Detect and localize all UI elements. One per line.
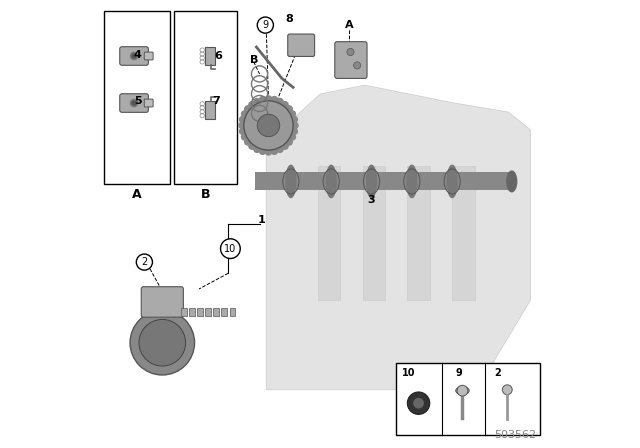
Text: 2: 2 — [495, 368, 501, 378]
Bar — [174, 11, 237, 184]
Circle shape — [277, 146, 283, 152]
Circle shape — [254, 146, 260, 152]
Text: 2: 2 — [141, 257, 147, 267]
Bar — [197, 308, 203, 316]
FancyBboxPatch shape — [141, 287, 184, 317]
Circle shape — [244, 101, 293, 150]
Text: 503562: 503562 — [494, 430, 536, 440]
Bar — [407, 166, 430, 300]
FancyBboxPatch shape — [144, 52, 153, 60]
Text: 5: 5 — [134, 96, 141, 106]
Circle shape — [131, 52, 138, 60]
Text: 9: 9 — [456, 368, 462, 378]
Ellipse shape — [456, 387, 469, 395]
Ellipse shape — [507, 171, 516, 192]
Ellipse shape — [367, 165, 376, 198]
Circle shape — [282, 143, 288, 149]
Circle shape — [271, 96, 278, 103]
FancyBboxPatch shape — [144, 99, 153, 107]
Circle shape — [413, 398, 424, 409]
Ellipse shape — [286, 165, 296, 198]
Circle shape — [408, 392, 430, 414]
Circle shape — [132, 54, 136, 58]
Text: A: A — [131, 188, 141, 201]
Bar — [213, 308, 220, 316]
Bar — [362, 166, 385, 300]
Ellipse shape — [447, 165, 457, 198]
Text: 7: 7 — [212, 96, 220, 106]
Bar — [396, 363, 540, 435]
Circle shape — [353, 62, 361, 69]
Text: A: A — [345, 20, 354, 30]
Circle shape — [286, 139, 292, 145]
Circle shape — [292, 122, 298, 129]
Bar — [205, 308, 211, 316]
Circle shape — [239, 128, 246, 134]
FancyBboxPatch shape — [288, 34, 315, 56]
Circle shape — [136, 254, 152, 270]
Ellipse shape — [407, 165, 417, 198]
Circle shape — [291, 128, 298, 134]
Text: 6: 6 — [214, 51, 222, 61]
Circle shape — [291, 116, 298, 123]
Circle shape — [259, 148, 266, 155]
FancyBboxPatch shape — [120, 94, 148, 112]
Bar — [452, 166, 475, 300]
Circle shape — [249, 143, 255, 149]
Circle shape — [131, 99, 138, 107]
Text: B: B — [250, 56, 258, 65]
Circle shape — [241, 134, 248, 140]
Text: 3: 3 — [368, 195, 375, 205]
Circle shape — [502, 385, 512, 395]
Text: 9: 9 — [262, 20, 268, 30]
Circle shape — [244, 139, 251, 145]
Polygon shape — [266, 85, 531, 390]
Circle shape — [139, 319, 186, 366]
Circle shape — [286, 106, 292, 112]
Circle shape — [266, 149, 271, 155]
Bar — [317, 166, 340, 300]
Circle shape — [277, 99, 283, 105]
Circle shape — [457, 385, 468, 396]
Circle shape — [239, 122, 245, 129]
Circle shape — [347, 48, 354, 56]
Bar — [181, 308, 187, 316]
Circle shape — [282, 102, 288, 108]
Circle shape — [257, 17, 273, 33]
Circle shape — [271, 148, 278, 155]
FancyBboxPatch shape — [335, 42, 367, 78]
Bar — [205, 101, 215, 119]
Text: 8: 8 — [285, 14, 293, 24]
Circle shape — [241, 111, 248, 117]
Circle shape — [221, 239, 240, 258]
Text: B: B — [201, 188, 211, 201]
Circle shape — [239, 116, 246, 123]
Circle shape — [289, 111, 296, 117]
Circle shape — [249, 102, 255, 108]
Circle shape — [244, 106, 251, 112]
Text: 4: 4 — [134, 50, 141, 60]
Circle shape — [254, 99, 260, 105]
Circle shape — [259, 96, 266, 103]
Text: 10: 10 — [224, 244, 237, 254]
Text: 10: 10 — [401, 368, 415, 378]
Circle shape — [132, 101, 136, 105]
Bar — [205, 47, 215, 65]
Bar — [255, 172, 515, 190]
Bar — [189, 308, 195, 316]
Ellipse shape — [326, 165, 336, 198]
Circle shape — [266, 96, 271, 102]
Bar — [230, 308, 236, 316]
Text: 1: 1 — [258, 215, 266, 224]
Circle shape — [130, 310, 195, 375]
Bar — [104, 11, 170, 184]
Bar — [221, 308, 227, 316]
FancyBboxPatch shape — [120, 47, 148, 65]
Circle shape — [289, 134, 296, 140]
Circle shape — [257, 114, 280, 137]
